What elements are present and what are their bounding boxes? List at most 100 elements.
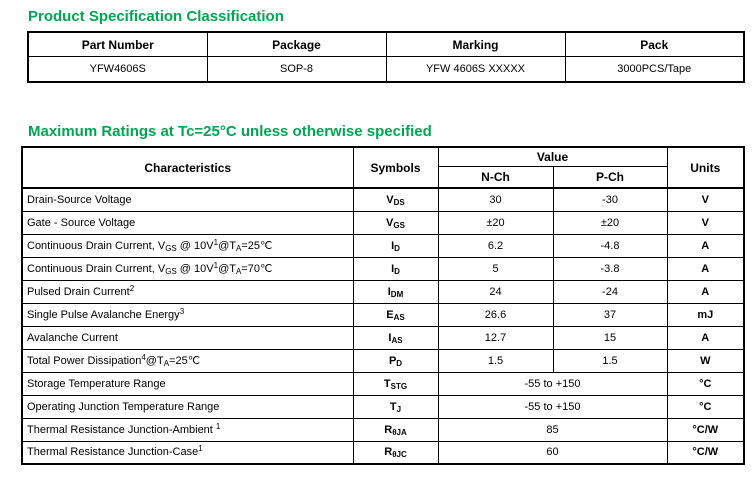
col-header-characteristics: Characteristics — [21, 146, 354, 189]
symbol-cell: EAS — [352, 302, 439, 327]
ratings-row: Thermal Resistance Junction-Case1 RθJC 60 °… — [21, 440, 745, 465]
nch-value-cell: 26.6 — [437, 302, 554, 327]
characteristic-cell: Operating Junction Temperature Range — [21, 394, 354, 419]
superscript: 1 — [213, 238, 219, 247]
units-cell: A — [666, 256, 745, 281]
units-cell: °C/W — [666, 440, 745, 465]
symbol-cell: TSTG — [352, 371, 439, 396]
col-header-units: Units — [666, 146, 745, 189]
subscript: A — [163, 359, 170, 368]
merged-value-cell: 60 — [437, 440, 668, 465]
subscript: AS — [391, 335, 403, 345]
ratings-row: Drain-Source Voltage VDS 30 -30 V — [21, 187, 745, 212]
units-cell: A — [666, 279, 745, 304]
nch-value-cell: 6.2 — [437, 233, 554, 258]
pch-value-cell: -3.8 — [552, 256, 668, 281]
subscript: θJA — [392, 427, 407, 437]
subscript: GS — [393, 220, 405, 230]
subscript: A — [235, 244, 242, 253]
characteristic-cell: Pulsed Drain Current2 — [21, 279, 354, 304]
ratings-header-row-1: Characteristics Symbols Value Units — [21, 146, 745, 189]
nch-value-cell: 24 — [437, 279, 554, 304]
symbol-cell: RθJA — [352, 417, 439, 442]
units-cell: °C — [666, 394, 745, 419]
symbol-cell: VGS — [352, 210, 439, 235]
pch-value-cell: -24 — [552, 279, 668, 304]
characteristic-cell: Total Power Dissipation4@TA=25℃ — [21, 348, 354, 373]
package-cell: SOP-8 — [206, 56, 387, 83]
units-cell: A — [666, 233, 745, 258]
subscript: GS — [165, 244, 177, 253]
subscript: θJC — [392, 450, 407, 460]
pch-value-cell: -30 — [552, 187, 668, 212]
col-header-marking: Marking — [385, 31, 566, 57]
nch-value-cell: 30 — [437, 187, 554, 212]
nch-value-cell: ±20 — [437, 210, 554, 235]
ratings-row: Thermal Resistance Junction-Ambient 1 RθJ… — [21, 417, 745, 442]
ratings-row: Avalanche Current IAS 12.7 15 A — [21, 325, 745, 350]
col-header-part-number: Part Number — [27, 31, 208, 57]
symbol-cell: RθJC — [352, 440, 439, 465]
nch-value-cell: 1.5 — [437, 348, 554, 373]
ratings-row: Continuous Drain Current, VGS @ 10V1@TA=… — [21, 233, 745, 258]
symbol-cell: PD — [352, 348, 439, 373]
units-cell: °C — [666, 371, 745, 396]
subscript: AS — [393, 312, 405, 322]
superscript: 1 — [213, 261, 219, 270]
characteristic-cell: Continuous Drain Current, VGS @ 10V1@TA=… — [21, 233, 354, 258]
pch-value-cell: 1.5 — [552, 348, 668, 373]
subscript: DS — [393, 197, 405, 207]
superscript: 3 — [179, 306, 185, 316]
subscript: D — [394, 243, 400, 253]
superscript: 1 — [198, 444, 203, 454]
marking-cell: YFW 4606S XXXXX — [385, 56, 566, 83]
col-header-value: Value — [437, 146, 668, 167]
classification-header-row: Part Number Package Marking Pack — [27, 31, 745, 57]
characteristic-cell: Storage Temperature Range — [21, 371, 354, 396]
subscript: A — [235, 267, 242, 276]
subscript: STG — [390, 381, 408, 391]
section-title-product-classification: Product Specification Classification — [28, 8, 284, 25]
pack-cell: 3000PCS/Tape — [564, 56, 745, 83]
superscript: 2 — [129, 283, 135, 293]
classification-row: YFW4606S SOP-8 YFW 4606S XXXXX 3000PCS/Tape — [27, 56, 745, 83]
ratings-row: Total Power Dissipation4@TA=25℃ PD 1.5 1.5 W — [21, 348, 745, 373]
units-cell: V — [666, 210, 745, 235]
col-header-symbols: Symbols — [352, 146, 439, 189]
subscript: D — [394, 266, 400, 276]
nch-value-cell: 5 — [437, 256, 554, 281]
subscript: GS — [165, 267, 177, 276]
units-cell: W — [666, 348, 745, 373]
col-header-package: Package — [206, 31, 387, 57]
symbol-cell: ID — [352, 233, 439, 258]
ratings-row: Storage Temperature Range TSTG -55 to +150… — [21, 371, 745, 396]
product-classification-table: Part Number Package Marking Pack YFW4606… — [27, 31, 745, 83]
symbol-cell: VDS — [352, 187, 439, 212]
ratings-row: Continuous Drain Current, VGS @ 10V1@TA=… — [21, 256, 745, 281]
ratings-row: Gate - Source Voltage VGS ±20 ±20 V — [21, 210, 745, 235]
ratings-row: Operating Junction Temperature Range TJ -5… — [21, 394, 745, 419]
pch-value-cell: -4.8 — [552, 233, 668, 258]
characteristic-cell: Gate - Source Voltage — [21, 210, 354, 235]
characteristic-cell: Thermal Resistance Junction-Case1 — [21, 440, 354, 465]
col-header-n-ch: N-Ch — [437, 165, 554, 189]
subscript: D — [396, 358, 403, 368]
merged-value-cell: 85 — [437, 417, 668, 442]
characteristic-cell: Continuous Drain Current, VGS @ 10V1@TA=… — [21, 256, 354, 281]
pch-value-cell: 37 — [552, 302, 668, 327]
symbol-cell: TJ — [352, 394, 439, 419]
ratings-header-row-2: N-Ch P-Ch — [22, 165, 744, 189]
pch-value-cell: 15 — [552, 325, 668, 350]
symbol-cell: IDM — [352, 279, 439, 304]
characteristic-cell: Single Pulse Avalanche Energy3 — [21, 302, 354, 327]
merged-value-cell: -55 to +150 — [437, 394, 668, 419]
units-cell: A — [666, 325, 745, 350]
part-number-cell: YFW4606S — [27, 56, 208, 83]
subscript: J — [396, 404, 402, 414]
ratings-row: Single Pulse Avalanche Energy3 EAS 26.6 37 m… — [21, 302, 745, 327]
col-header-p-ch: P-Ch — [552, 165, 668, 189]
symbol-cell: IAS — [352, 325, 439, 350]
nch-value-cell: 12.7 — [437, 325, 554, 350]
units-cell: mJ — [666, 302, 745, 327]
